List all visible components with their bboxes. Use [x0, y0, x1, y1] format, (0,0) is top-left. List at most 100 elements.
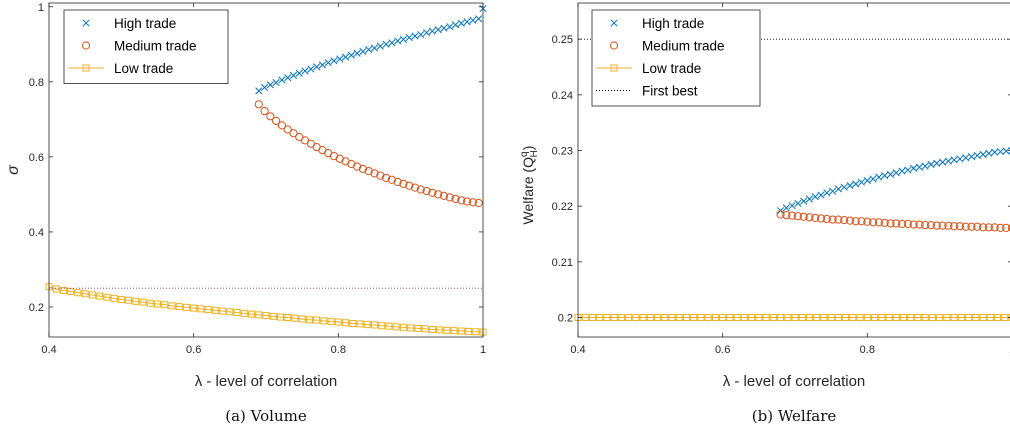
- data-point: [932, 221, 941, 230]
- data-point: [776, 210, 785, 219]
- data-point: [956, 155, 964, 163]
- data-point: [800, 197, 808, 205]
- y-tick-label: 0.25: [552, 34, 573, 46]
- data-point: [957, 314, 965, 322]
- data-point: [990, 223, 999, 232]
- data-point: [928, 314, 936, 322]
- legend-label: Medium trade: [114, 39, 197, 54]
- data-point: [462, 197, 472, 206]
- data-point: [399, 179, 408, 188]
- series-low-trade: [45, 283, 487, 336]
- data-point: [914, 314, 922, 322]
- data-point: [961, 222, 970, 231]
- data-point: [811, 213, 820, 222]
- data-point: [805, 314, 813, 322]
- data-point: [59, 286, 67, 294]
- data-point: [903, 219, 912, 229]
- data-point: [440, 24, 448, 32]
- data-point: [886, 170, 895, 179]
- data-point: [788, 211, 797, 220]
- data-point: [359, 47, 367, 55]
- data-point: [863, 217, 872, 226]
- data-point: [632, 314, 640, 322]
- data-point: [204, 306, 212, 314]
- legend-swatch: [82, 64, 90, 72]
- data-point: [255, 311, 263, 319]
- data-point: [399, 35, 407, 43]
- data-point: [146, 299, 154, 307]
- chart-welfare: 0.4 0.6 0.8 1 0.2 0.21 0.22 0.23 0.24 0.25 λ - le…: [519, 2, 1010, 425]
- data-point: [320, 317, 328, 325]
- data-point: [996, 148, 1004, 156]
- data-point: [298, 315, 306, 323]
- data-point: [248, 310, 256, 318]
- data-point: [269, 312, 277, 320]
- legend-swatch: [610, 64, 618, 72]
- legend-entry: High trade: [82, 16, 176, 31]
- data-point: [840, 216, 849, 225]
- data-point: [816, 214, 826, 223]
- data-point: [793, 212, 802, 221]
- data-point: [370, 44, 379, 52]
- data-point: [782, 204, 790, 212]
- data-point: [978, 223, 988, 232]
- data-point: [301, 67, 309, 75]
- data-point: [869, 218, 878, 227]
- data-point: [254, 100, 263, 109]
- data-point: [892, 169, 900, 177]
- data-point: [260, 83, 269, 91]
- data-point: [805, 213, 814, 222]
- data-point: [266, 81, 274, 89]
- data-point: [52, 285, 60, 293]
- y-tick-label: 0.22: [552, 201, 573, 213]
- data-point: [849, 314, 857, 322]
- data-point: [376, 42, 384, 50]
- legend-volume: High trade Medium trade Low trade: [63, 9, 229, 84]
- data-point: [81, 290, 89, 298]
- data-point: [697, 314, 705, 322]
- data-point: [414, 324, 422, 332]
- data-point: [353, 162, 362, 171]
- legend-entry: Medium trade: [609, 39, 725, 54]
- data-point: [915, 220, 924, 229]
- ticks-welfare: 0.4 0.6 0.8 1 0.2 0.21 0.22 0.23 0.24 0.25: [552, 3, 1010, 356]
- data-point: [358, 164, 368, 173]
- data-point: [897, 219, 907, 229]
- data-point: [856, 314, 864, 322]
- y-tick-label: 0.23: [552, 146, 573, 158]
- data-point: [829, 187, 837, 195]
- data-point: [276, 313, 284, 321]
- data-point: [690, 314, 698, 322]
- data-point: [994, 314, 1002, 322]
- data-point: [197, 305, 205, 313]
- y-tick-label: 0.24: [552, 90, 573, 102]
- data-point: [784, 314, 792, 322]
- data-point: [979, 150, 987, 158]
- data-point: [364, 167, 373, 176]
- data-point: [950, 222, 959, 231]
- data-point: [132, 297, 140, 305]
- data-point: [639, 314, 647, 322]
- legend-label: Medium trade: [642, 39, 725, 54]
- data-point: [327, 318, 335, 326]
- data-point: [1007, 224, 1010, 232]
- data-point: [439, 191, 449, 200]
- y-axis-label-welfare-close: ): [520, 146, 536, 151]
- data-point: [683, 314, 690, 322]
- chart-volume: 0.4 0.6 0.8 1 0.2 0.4 0.6 0.8 1 λ - level of cor…: [5, 2, 487, 425]
- data-point: [103, 293, 111, 301]
- data-point: [392, 323, 400, 331]
- data-point: [740, 314, 748, 322]
- data-point: [428, 188, 437, 197]
- data-point: [748, 314, 756, 322]
- data-point: [926, 221, 936, 230]
- data-point: [675, 314, 683, 322]
- data-point: [411, 32, 419, 40]
- legend-label: High trade: [114, 16, 176, 31]
- data-point: [910, 164, 918, 172]
- data-point: [817, 191, 825, 199]
- data-point: [617, 314, 625, 322]
- data-point: [813, 314, 821, 322]
- data-point: [272, 79, 280, 87]
- data-point: [410, 183, 420, 192]
